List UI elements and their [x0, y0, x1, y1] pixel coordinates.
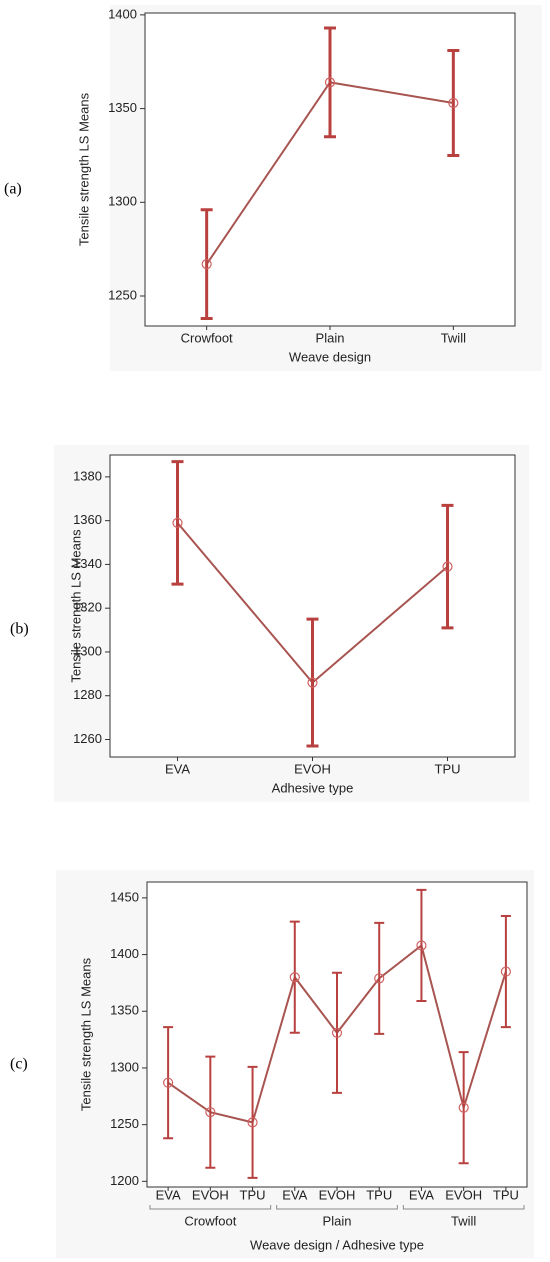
mean-marker	[442, 561, 453, 572]
y-tick-label: 1280	[73, 687, 102, 702]
x-tick-label: TPU	[435, 761, 461, 776]
panel-label: (b)	[10, 621, 29, 638]
y-tick-label: 1400	[110, 946, 139, 961]
y-axis-title: Tensile strength LS Means	[76, 92, 91, 246]
error-bar	[247, 1065, 258, 1179]
x-tick-label: Plain	[316, 330, 345, 345]
group-bracket	[149, 1205, 272, 1210]
mean-marker	[374, 973, 385, 984]
y-tick-label: 1320	[73, 600, 102, 615]
mean-marker	[331, 1027, 343, 1038]
group-label: Plain	[323, 1213, 352, 1228]
mean-marker	[247, 1117, 258, 1128]
mean-marker	[201, 259, 212, 270]
error-bar	[289, 920, 300, 1034]
y-tick-label: 1250	[108, 287, 137, 302]
error-bar	[332, 971, 342, 1094]
error-bar	[458, 1051, 469, 1165]
x-tick-label: TPU	[240, 1187, 266, 1202]
error-bar	[416, 888, 427, 1003]
y-tick-label: 1350	[110, 1003, 139, 1018]
x-tick-label: Crowfoot	[181, 330, 233, 345]
y-axis-title: Tensile strength LS Means	[78, 957, 93, 1111]
x-tick-label: EVOH	[445, 1187, 482, 1202]
x-axis-title: Adhesive type	[272, 780, 354, 795]
error-bar	[447, 48, 460, 157]
x-tick-label: TPU	[366, 1187, 392, 1202]
x-axis-title: Weave design / Adhesive type	[250, 1237, 424, 1252]
error-bar	[500, 915, 511, 1029]
group-bracket	[402, 1205, 525, 1210]
mean-marker	[324, 77, 336, 88]
error-bar	[200, 208, 213, 321]
x-tick-label: EVA	[282, 1187, 307, 1202]
mean-marker	[205, 1107, 216, 1118]
y-tick-label: 1380	[73, 468, 102, 483]
x-tick-label: TPU	[493, 1187, 519, 1202]
group-label: Twill	[451, 1213, 476, 1228]
x-tick-label: EVA	[156, 1187, 181, 1202]
y-tick-label: 1300	[110, 1059, 139, 1074]
mean-marker	[307, 677, 318, 688]
error-bar	[306, 617, 319, 748]
y-axis-title: Tensile strength LS Means	[68, 529, 83, 683]
x-tick-label: EVA	[409, 1187, 434, 1202]
mean-marker	[500, 966, 511, 977]
error-bar	[441, 503, 454, 630]
mean-marker	[448, 97, 459, 109]
mean-marker	[172, 517, 183, 528]
y-tick-label: 1360	[73, 512, 102, 527]
x-tick-label: EVOH	[319, 1187, 356, 1202]
mean-marker	[458, 1102, 469, 1113]
error-bar	[374, 921, 385, 1035]
y-tick-label: 1200	[110, 1173, 139, 1188]
x-tick-label: Twill	[441, 330, 466, 345]
y-tick-label: 1450	[110, 889, 139, 904]
y-tick-label: 1400	[108, 6, 137, 21]
y-tick-label: 1260	[73, 731, 102, 746]
group-bracket	[276, 1205, 398, 1210]
mean-marker	[163, 1077, 174, 1088]
y-tick-label: 1350	[108, 100, 137, 115]
mean-marker	[416, 940, 427, 951]
y-tick-label: 1340	[73, 556, 102, 571]
x-axis-title: Weave design	[289, 349, 371, 364]
panel-label: (a)	[4, 181, 22, 198]
mean-marker	[289, 972, 300, 983]
panel-label: (c)	[10, 1056, 28, 1073]
y-tick-label: 1300	[108, 194, 137, 209]
error-bar	[171, 460, 184, 586]
x-tick-label: EVA	[165, 761, 190, 776]
y-tick-label: 1300	[73, 643, 102, 658]
x-tick-label: EVOH	[294, 761, 331, 776]
error-bar	[163, 1026, 174, 1140]
group-label: Crowfoot	[184, 1213, 236, 1228]
y-tick-label: 1250	[110, 1116, 139, 1131]
x-tick-label: EVOH	[192, 1187, 229, 1202]
error-bar	[205, 1055, 216, 1169]
error-bar	[324, 26, 336, 139]
